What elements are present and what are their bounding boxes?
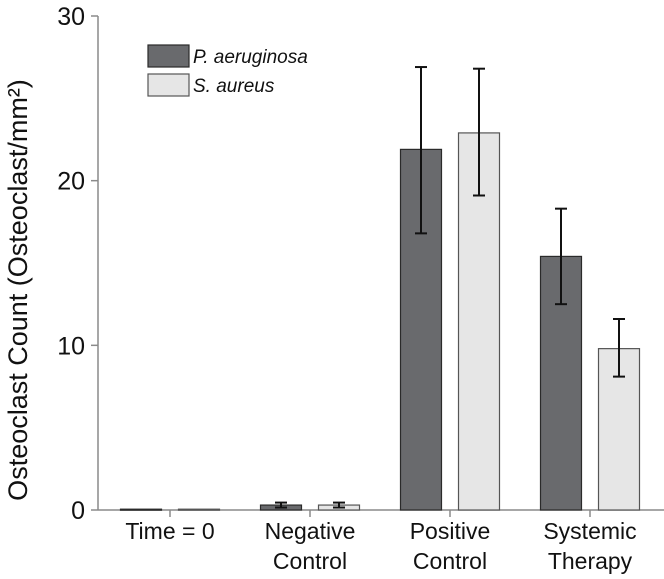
error-bar xyxy=(555,207,567,306)
bars xyxy=(119,132,641,511)
legend: P. aeruginosa S. aureus xyxy=(147,44,308,97)
error-bar xyxy=(275,501,287,509)
x-tick-label: Negative xyxy=(265,518,356,544)
y-axis-title-group: Osteoclast Count (Osteoclast/mm²) xyxy=(3,79,33,501)
legend-label-s-aureus: S. aureus xyxy=(193,76,275,97)
x-ticks: Time = 0 Negative Control Positive Control Sy… xyxy=(125,510,637,574)
legend-label-p-aeruginosa: P. aeruginosa xyxy=(193,47,308,68)
bar-s-aureus xyxy=(177,508,221,511)
x-tick-label: Systemic xyxy=(543,518,636,544)
y-tick-label: 10 xyxy=(57,332,85,360)
x-tick-label: Control xyxy=(273,548,347,574)
error-bar xyxy=(473,67,485,197)
y-tick-label: 30 xyxy=(57,3,85,31)
error-bar xyxy=(333,501,345,509)
x-tick-label: Control xyxy=(413,548,487,574)
y-tick-label: 20 xyxy=(57,168,85,196)
y-axis-title: Osteoclast Count (Osteoclast/mm²) xyxy=(3,79,33,501)
y-tick-label: 0 xyxy=(71,497,85,525)
legend-swatch-s-aureus xyxy=(147,73,190,97)
x-tick-label: Time = 0 xyxy=(125,518,214,544)
bar-p-aeruginosa xyxy=(119,508,163,511)
x-tick-label: Positive xyxy=(410,518,491,544)
error-bars xyxy=(275,66,625,509)
bar-p-aeruginosa xyxy=(539,255,583,511)
legend-swatch-p-aeruginosa xyxy=(147,44,190,68)
error-bar xyxy=(415,66,427,235)
x-tick-label: Therapy xyxy=(548,548,633,574)
error-bar xyxy=(613,317,625,378)
y-ticks: 0 10 20 30 xyxy=(57,3,98,525)
